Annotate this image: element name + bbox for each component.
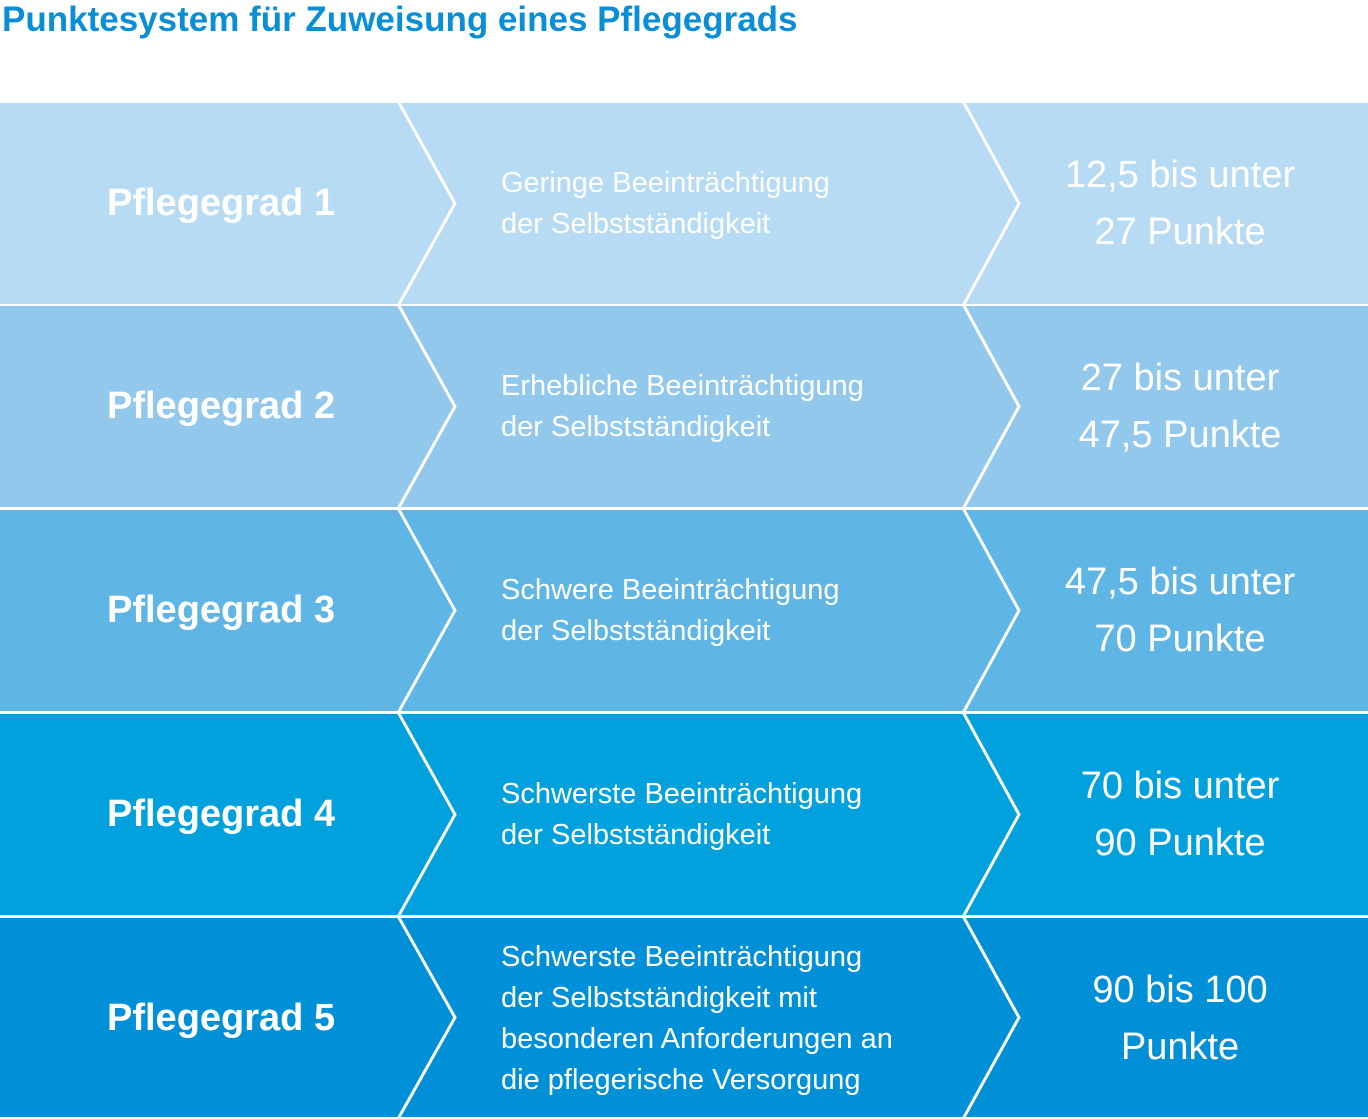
- points-range: 90 bis 100 Punkte: [1010, 918, 1350, 1119]
- description-line: Erhebliche Beeinträchtigung: [501, 369, 864, 402]
- row-background: [0, 510, 1368, 711]
- impairment-description: Geringe Beeinträchtigung der Selbstständi…: [501, 103, 961, 304]
- chevron-divider: [397, 918, 457, 1117]
- description-line: der Selbstständigkeit: [501, 818, 771, 851]
- description-line: Schwere Beeinträchtigung: [501, 573, 840, 606]
- chevron-divider: [397, 103, 457, 304]
- description-line: Schwerste Beeinträchtigung: [501, 777, 863, 810]
- care-grade-row: Pflegegrad 3 Schwere Beeinträchtigung der…: [0, 510, 1368, 711]
- impairment-description: Schwerste Beeinträchtigung der Selbststän…: [501, 714, 961, 915]
- description-line: der Selbstständigkeit: [501, 410, 771, 443]
- description-line: der Selbstständigkeit: [501, 207, 771, 240]
- row-background: [0, 103, 1368, 304]
- chevron-divider: [962, 103, 1021, 304]
- points-line: 90 Punkte: [1094, 821, 1266, 864]
- row-background: [0, 714, 1368, 915]
- points-line: 47,5 bis unter: [1064, 560, 1296, 603]
- chevron-divider: [962, 306, 1021, 507]
- points-line: 90 bis 100: [1092, 968, 1268, 1011]
- points-range: 27 bis unter 47,5 Punkte: [1010, 306, 1350, 507]
- points-line: 27 Punkte: [1094, 210, 1266, 253]
- points-line: 12,5 bis unter: [1064, 153, 1296, 196]
- description-line: der Selbstständigkeit: [501, 614, 771, 647]
- care-grade-row: Pflegegrad 2 Erhebliche Beeinträchtigung…: [0, 306, 1368, 507]
- points-range: 70 bis unter 90 Punkte: [1010, 714, 1350, 915]
- description-line: besonderen Anforderungen an: [501, 1022, 893, 1055]
- description-line: der Selbstständigkeit mit: [501, 981, 817, 1014]
- care-grade-row: Pflegegrad 1 Geringe Beeinträchtigung der…: [0, 103, 1368, 304]
- care-grade-label: Pflegegrad 3: [107, 589, 336, 631]
- care-grade-row: Pflegegrad 5 Schwerste Beeinträchtigung d…: [0, 918, 1368, 1119]
- impairment-description: Erhebliche Beeinträchtigung der Selbststä…: [501, 306, 961, 507]
- care-grade-row: Pflegegrad 4 Schwerste Beeinträchtigung d…: [0, 714, 1368, 915]
- row-background: [0, 306, 1368, 507]
- chevron-divider: [397, 306, 457, 507]
- chevron-divider: [962, 918, 1021, 1117]
- page-title: Punktesystem für Zuweisung eines Pflegeg…: [2, 0, 798, 39]
- points-range: 47,5 bis unter 70 Punkte: [1010, 510, 1350, 711]
- points-range: 12,5 bis unter 27 Punkte: [1010, 103, 1350, 304]
- impairment-description: Schwere Beeinträchtigung der Selbstständi…: [501, 510, 961, 711]
- care-grade-label: Pflegegrad 2: [107, 385, 336, 427]
- care-grade-label: Pflegegrad 5: [107, 997, 336, 1039]
- care-grade-label: Pflegegrad 4: [107, 793, 336, 835]
- points-line: 27 bis unter: [1080, 356, 1280, 399]
- impairment-description: Schwerste Beeinträchtigung der Selbststän…: [501, 918, 961, 1119]
- chevron-divider: [397, 510, 457, 711]
- points-line: Punkte: [1120, 1025, 1240, 1068]
- points-line: 70 Punkte: [1094, 617, 1266, 660]
- points-line: 70 bis unter: [1080, 764, 1280, 807]
- chevron-divider: [962, 714, 1021, 915]
- description-line: die pflegerische Versorgung: [501, 1063, 861, 1096]
- points-line: 47,5 Punkte: [1078, 413, 1282, 456]
- chevron-divider: [962, 510, 1021, 711]
- row-background: [0, 918, 1368, 1117]
- description-line: Geringe Beeinträchtigung: [501, 166, 830, 199]
- care-grade-label: Pflegegrad 1: [107, 182, 336, 224]
- chevron-divider: [397, 714, 457, 915]
- description-line: Schwerste Beeinträchtigung: [501, 940, 863, 973]
